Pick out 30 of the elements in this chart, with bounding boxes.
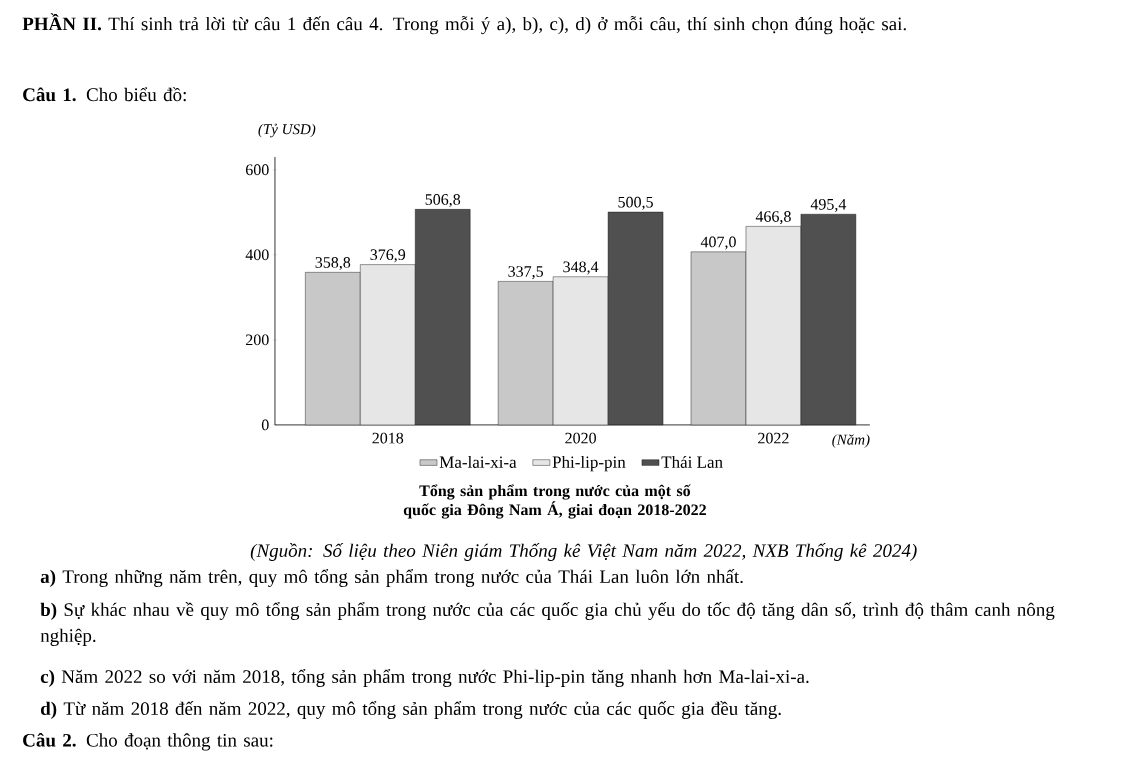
text: a) Trong những năm trên, quy mô tổng sản phẩm trong nước của Thái Lan luôn lớn nhất. bbox=[40, 569, 743, 588]
data-label: 407,0 bbox=[700, 236, 736, 250]
text: d) Từ năm 2018 đến năm 2022, quy mô tổng sản phẩm trong nước của các quốc gia đều tăng. bbox=[40, 701, 781, 719]
y-tick-label: 0 bbox=[261, 419, 269, 431]
x-axis-title: (Năm) bbox=[832, 434, 870, 448]
data-label: 358,8 bbox=[315, 257, 351, 271]
data-label: 348,4 bbox=[563, 261, 599, 275]
legend-label: Phi-lip-pin bbox=[552, 455, 626, 472]
y-tick-label: 200 bbox=[246, 334, 269, 346]
legend-label: Ma-lai-xi-a bbox=[439, 455, 517, 468]
legend-label: Thái Lan bbox=[661, 455, 723, 468]
text: (Nguồn: Số liệu theo Niên giám Thống kê Việt Nam năm 2022, NXB Thống kê 2024) bbox=[250, 543, 917, 561]
data-label: 337,5 bbox=[508, 266, 544, 280]
text: b) Sự khác nhau về quy mô tổng sản phẩm trong nước của các quốc gia chủ yếu do tốc độ tăng dân số, trình độ thâm canh nông nghiệp. bbox=[40, 602, 1055, 646]
x-tick-label: 2020 bbox=[565, 432, 596, 444]
data-label: 495,4 bbox=[810, 199, 847, 213]
data-label: 500,5 bbox=[618, 196, 653, 210]
data-label: 506,8 bbox=[425, 194, 461, 208]
text: Tổng sản phẩm trong nước của một số quốc gia Đông Nam Á, giai đoạn 2018-2022 bbox=[403, 484, 706, 519]
text: c) Năm 2022 so với năm 2018, tổng sản phẩm trong nước Phi-lip-pin tăng nhanh hơn Ma-lai-xi-a. bbox=[40, 669, 809, 687]
x-tick-label: 2022 bbox=[758, 432, 789, 444]
text: Câu 1. Cho biểu đồ: bbox=[23, 87, 186, 102]
x-tick-label: 2018 bbox=[372, 432, 404, 444]
text: PHẦN II. Thí sinh trả lời từ câu 1 đến câu 4. Trong mỗi ý a), b), c), d) ở mỗi câu, thí sinh chọn đúng hoặc sai. bbox=[22, 13, 906, 35]
y-tick-label: 600 bbox=[245, 164, 269, 176]
text: Câu 2. Cho đoạn thông tin sau: bbox=[23, 733, 273, 751]
y-tick-label: 400 bbox=[245, 249, 269, 261]
y-axis-title: (Tỷ USD) bbox=[258, 123, 316, 138]
data-label: 466,8 bbox=[755, 211, 791, 225]
data-label: 376,9 bbox=[370, 249, 406, 263]
